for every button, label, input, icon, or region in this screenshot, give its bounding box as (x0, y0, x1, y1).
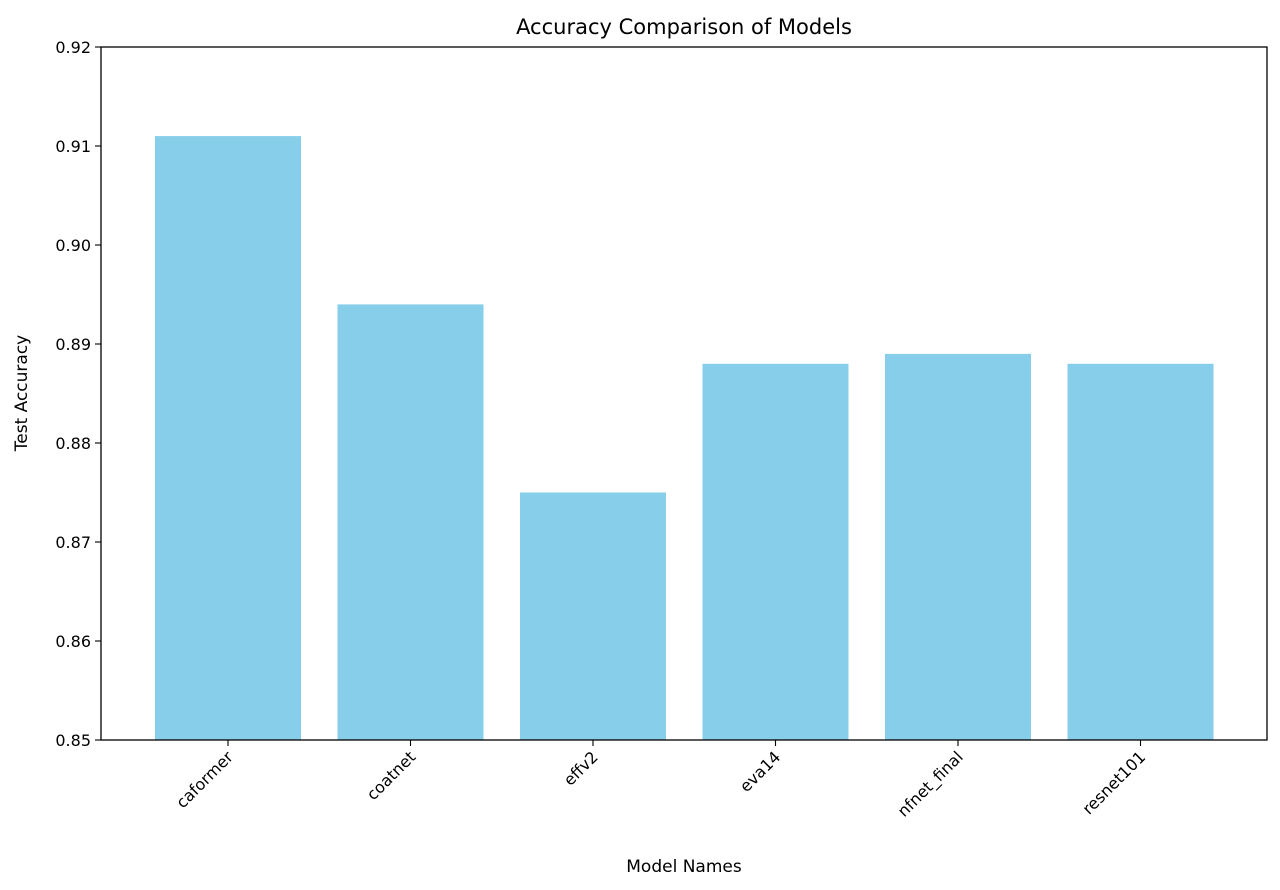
x-tick-label: coatnet (363, 747, 420, 804)
y-axis-label: Test Accuracy (12, 335, 32, 453)
y-tick-label: 0.90 (55, 236, 91, 255)
y-tick-label: 0.91 (55, 137, 91, 156)
bar-eva14 (702, 363, 849, 740)
y-tick-label: 0.87 (55, 533, 91, 552)
y-tick-label: 0.86 (55, 632, 91, 651)
x-tick-label: eva14 (736, 747, 784, 795)
bar-resnet101 (1067, 363, 1214, 740)
bar-effv2 (520, 492, 666, 740)
y-tick-label: 0.85 (55, 731, 91, 750)
x-axis-label: Model Names (626, 857, 742, 877)
y-tick-label: 0.92 (55, 38, 91, 57)
x-tick-label: effv2 (560, 747, 602, 789)
x-tick-label: resnet101 (1078, 747, 1149, 818)
y-tick-label: 0.88 (55, 434, 91, 453)
y-tick-label: 0.89 (55, 335, 91, 354)
bars-group (155, 136, 1214, 741)
plot-frame (100, 46, 1268, 741)
x-axis-ticks: caformer coatnet effv2 eva14 nfnet_final resn… (172, 740, 1149, 821)
bar-caformer (155, 136, 301, 741)
bar-coatnet (337, 304, 484, 740)
bar-nfnet-final (885, 353, 1031, 740)
x-tick-label: nfnet_final (894, 747, 968, 821)
x-tick-label: caformer (172, 747, 237, 812)
chart-title: Accuracy Comparison of Models (516, 15, 852, 39)
y-axis-ticks: 0.85 0.86 0.87 0.88 0.89 0.90 0.91 0.92 (55, 38, 101, 750)
